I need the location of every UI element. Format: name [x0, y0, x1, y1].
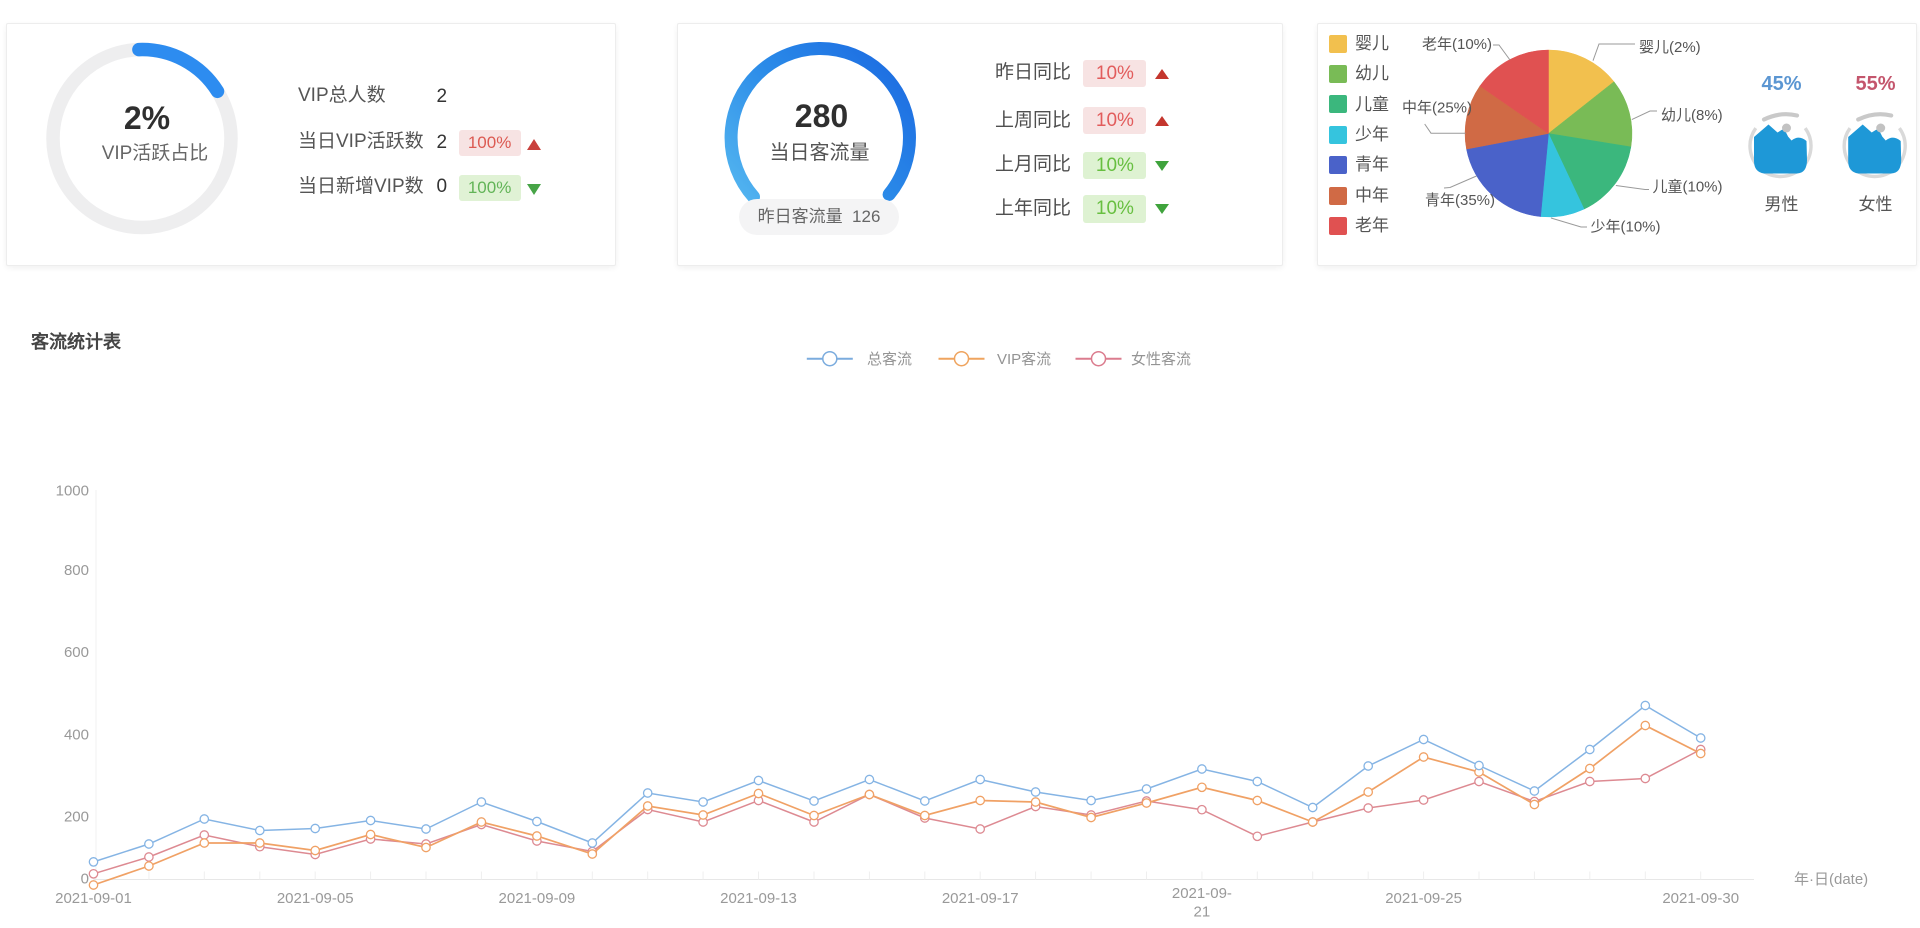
- svg-text:1000: 1000: [56, 483, 89, 500]
- svg-text:幼儿(8%): 幼儿(8%): [1661, 107, 1723, 124]
- svg-text:0: 0: [81, 870, 89, 887]
- svg-text:年·日(date): 年·日(date): [1794, 871, 1868, 888]
- svg-text:2021-09-09: 2021-09-09: [499, 890, 576, 907]
- svg-text:21: 21: [1194, 904, 1211, 921]
- svg-text:儿童(10%): 儿童(10%): [1653, 178, 1723, 196]
- svg-text:女性客流: 女性客流: [1131, 350, 1191, 368]
- svg-text:2021-09-01: 2021-09-01: [55, 890, 132, 907]
- svg-text:600: 600: [64, 644, 89, 661]
- svg-text:总客流: 总客流: [867, 351, 912, 368]
- svg-text:2021-09-17: 2021-09-17: [942, 890, 1019, 907]
- svg-text:青年(35%): 青年(35%): [1425, 192, 1495, 209]
- svg-text:少年(10%): 少年(10%): [1591, 219, 1661, 236]
- svg-text:400: 400: [64, 726, 89, 743]
- svg-text:800: 800: [64, 562, 89, 579]
- svg-text:2021-09-05: 2021-09-05: [277, 890, 354, 907]
- svg-text:200: 200: [64, 809, 89, 826]
- svg-text:2021-09-13: 2021-09-13: [720, 890, 797, 907]
- svg-text:2021-09-25: 2021-09-25: [1385, 890, 1462, 907]
- svg-text:2021-09-: 2021-09-: [1172, 885, 1232, 902]
- svg-text:2021-09-30: 2021-09-30: [1662, 890, 1739, 907]
- svg-text:老年(10%): 老年(10%): [1422, 36, 1492, 53]
- svg-text:婴儿(2%): 婴儿(2%): [1639, 39, 1701, 56]
- svg-text:VIP客流: VIP客流: [997, 351, 1051, 368]
- svg-text:中年(25%): 中年(25%): [1402, 100, 1472, 117]
